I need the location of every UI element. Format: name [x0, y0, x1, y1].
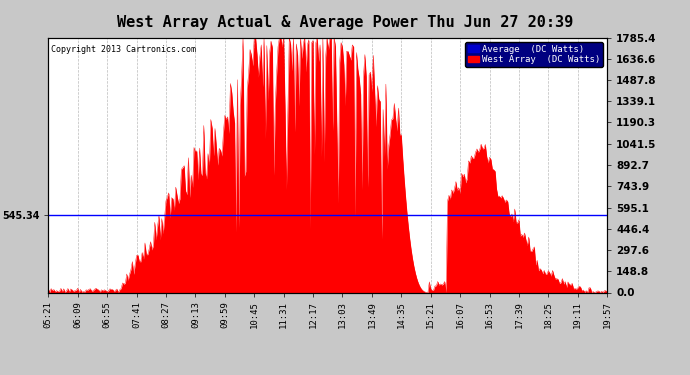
Text: Copyright 2013 Cartronics.com: Copyright 2013 Cartronics.com [51, 45, 196, 54]
Text: West Array Actual & Average Power Thu Jun 27 20:39: West Array Actual & Average Power Thu Ju… [117, 15, 573, 30]
Legend: Average  (DC Watts), West Array  (DC Watts): Average (DC Watts), West Array (DC Watts… [466, 42, 602, 67]
